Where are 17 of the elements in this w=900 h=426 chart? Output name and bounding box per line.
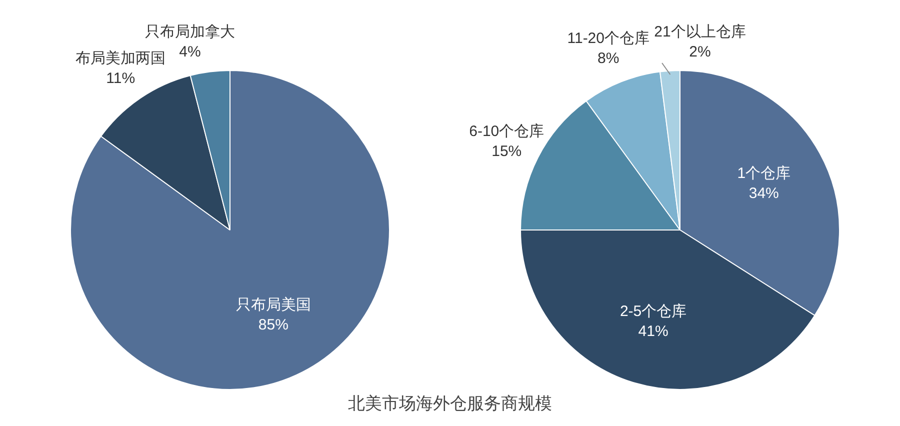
slice-label: 6-10个仓库 (469, 122, 544, 140)
data-label: 41% (638, 323, 668, 340)
slice-label: 只布局加拿大 (145, 24, 236, 41)
data-label: 8% (598, 50, 620, 68)
slice-label: 1个仓库 (737, 165, 791, 182)
slice-label: 21个以上仓库 (654, 24, 746, 41)
slice-label: 布局美加两国 (76, 50, 166, 68)
data-label: 2% (689, 44, 711, 61)
data-label: 11% (106, 70, 136, 88)
data-label: 4% (179, 44, 201, 61)
data-label: 85% (258, 316, 288, 334)
text: 北美市场海外仓服务商规模 (347, 393, 553, 415)
slice-label: 2-5个仓库 (620, 303, 687, 320)
slice-label: 只布局美国 (236, 296, 311, 314)
slice-label: 11-20个仓库 (567, 30, 650, 48)
data-label: 15% (492, 142, 522, 160)
data-label: 34% (748, 185, 779, 202)
